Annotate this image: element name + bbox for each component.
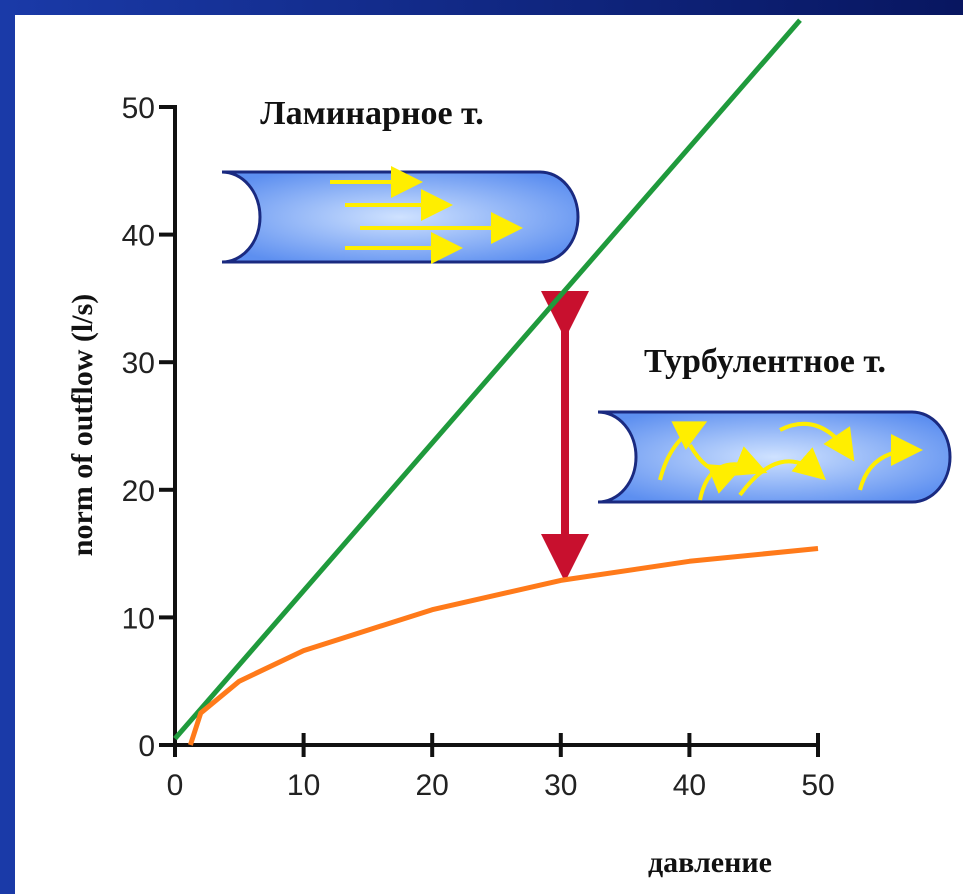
y-tick-label: 10 — [122, 602, 155, 635]
x-tick-label: 10 — [287, 769, 320, 802]
y-tick-label: 20 — [122, 475, 155, 508]
x-tick-label: 20 — [416, 769, 449, 802]
slide: Ламинарное т. Турбулентное т. norm of ou… — [0, 0, 963, 894]
x-tick-label: 0 — [167, 769, 184, 802]
turbulent-pipe — [598, 412, 950, 502]
laminar-pipe — [222, 172, 578, 262]
annotation: Турбулентное т. — [644, 343, 886, 380]
x-tick-label: 40 — [673, 769, 706, 802]
y-tick-label: 40 — [122, 220, 155, 253]
y-axis-label: norm of outflow (l/s) — [66, 294, 99, 556]
x-axis-label: давление — [648, 846, 772, 879]
y-tick-label: 0 — [138, 730, 155, 763]
x-tick-label: 30 — [544, 769, 577, 802]
x-tick-label: 50 — [801, 769, 834, 802]
annotation: Ламинарное т. — [260, 95, 483, 132]
y-tick-label: 30 — [122, 347, 155, 380]
y-tick-label: 50 — [122, 92, 155, 125]
